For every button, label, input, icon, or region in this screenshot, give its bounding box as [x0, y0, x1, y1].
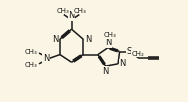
- Text: CH₃: CH₃: [25, 62, 37, 68]
- Text: S: S: [126, 47, 132, 56]
- Text: N: N: [43, 54, 49, 63]
- Text: N: N: [102, 67, 108, 76]
- Text: CH₃: CH₃: [103, 32, 116, 38]
- Text: CH₃: CH₃: [57, 8, 69, 14]
- Text: N: N: [52, 35, 58, 44]
- Text: CH₃: CH₃: [25, 49, 37, 55]
- Text: N: N: [105, 38, 111, 47]
- Text: N: N: [85, 35, 91, 44]
- Text: N: N: [120, 59, 126, 68]
- Text: N: N: [68, 11, 75, 20]
- Text: CH₃: CH₃: [74, 8, 86, 14]
- Text: CH₂: CH₂: [132, 51, 145, 57]
